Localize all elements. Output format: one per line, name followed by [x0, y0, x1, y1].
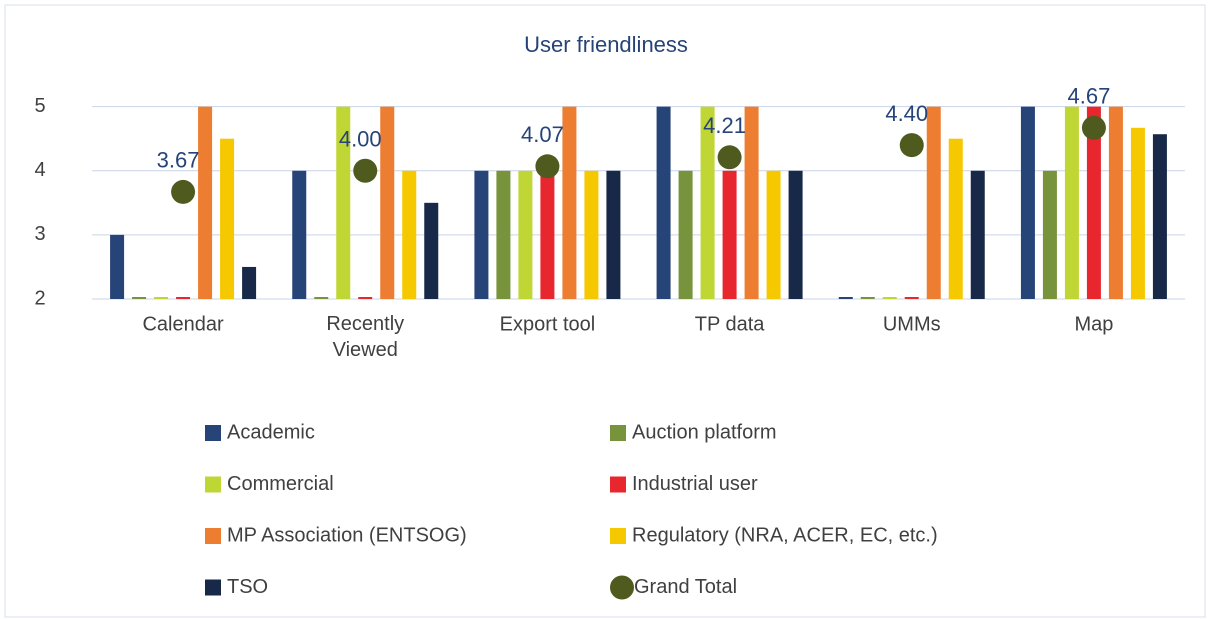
legend-marker — [610, 575, 634, 600]
bar — [132, 297, 147, 299]
total-marker — [353, 158, 378, 183]
data-label: 4.21 — [703, 113, 746, 138]
bar — [860, 297, 875, 299]
total-marker — [1081, 115, 1106, 140]
legend-label: Regulatory (NRA, ACER, EC, etc.) — [632, 524, 938, 546]
legend-swatch — [610, 528, 626, 544]
legend-swatch — [205, 528, 221, 544]
legend-swatch — [610, 476, 626, 493]
legend-label: Industrial user — [632, 473, 758, 495]
bar — [1152, 134, 1167, 299]
bar — [606, 170, 621, 299]
bar — [678, 170, 693, 299]
y-tick-label: 3 — [34, 223, 45, 245]
bar — [1042, 170, 1057, 299]
bar — [358, 297, 373, 299]
chart-frame — [4, 4, 1206, 618]
legend-swatch — [205, 476, 221, 493]
bar — [176, 297, 191, 299]
legend-swatch — [610, 425, 626, 441]
bar — [496, 170, 511, 299]
x-tick-label: Calendar — [142, 313, 224, 335]
bar — [926, 106, 941, 299]
data-label: 4.67 — [1068, 84, 1111, 109]
bar — [198, 106, 213, 299]
legend-label: Grand Total — [634, 576, 737, 598]
y-tick-label: 2 — [34, 287, 45, 309]
bar — [584, 170, 599, 299]
legend-swatch — [205, 579, 221, 596]
data-label: 4.00 — [339, 127, 382, 152]
total-marker — [899, 133, 924, 158]
bar — [110, 234, 125, 299]
bar — [838, 297, 853, 299]
bar — [402, 170, 417, 299]
legend-label: TSO — [227, 576, 268, 598]
bar — [292, 170, 307, 299]
bar — [1086, 106, 1101, 299]
total-marker — [717, 145, 742, 170]
bar — [220, 138, 235, 299]
bar — [1108, 106, 1123, 299]
bar — [424, 202, 439, 299]
legend-label: MP Association (ENTSOG) — [227, 524, 467, 546]
data-label: 4.07 — [521, 122, 564, 147]
bar — [474, 170, 489, 299]
bar — [722, 170, 737, 299]
x-tick-label: Export tool — [500, 313, 596, 335]
chart-title: User friendliness — [524, 32, 688, 57]
bar — [336, 106, 351, 299]
bar — [656, 106, 671, 299]
bar — [948, 138, 963, 299]
y-tick-label: 5 — [34, 95, 45, 117]
total-marker — [535, 154, 560, 179]
legend-swatch — [205, 425, 221, 441]
bar — [242, 266, 257, 299]
bar — [970, 170, 985, 299]
bar — [1020, 106, 1035, 299]
y-tick-label: 4 — [34, 159, 45, 181]
bar — [562, 106, 577, 299]
bar — [518, 170, 533, 299]
data-label: 4.40 — [885, 101, 928, 126]
bar — [314, 297, 329, 299]
bar — [380, 106, 395, 299]
total-marker — [171, 179, 196, 204]
bar — [540, 170, 555, 299]
x-tick-label: Recently Viewed — [326, 313, 404, 361]
bar — [700, 106, 715, 299]
bar — [766, 170, 781, 299]
legend-label: Academic — [227, 421, 315, 443]
legend-label: Commercial — [227, 473, 334, 495]
x-tick-label: UMMs — [883, 313, 941, 335]
legend-label: Auction platform — [632, 421, 777, 443]
bar — [1064, 106, 1079, 299]
x-tick-label: Map — [1074, 313, 1113, 335]
bar — [744, 106, 759, 299]
bar — [154, 297, 169, 299]
bar — [1130, 127, 1145, 300]
bar — [904, 297, 919, 299]
bar — [788, 170, 803, 299]
bar — [882, 297, 897, 299]
x-tick-label: TP data — [695, 313, 766, 335]
data-label: 3.67 — [157, 148, 200, 173]
